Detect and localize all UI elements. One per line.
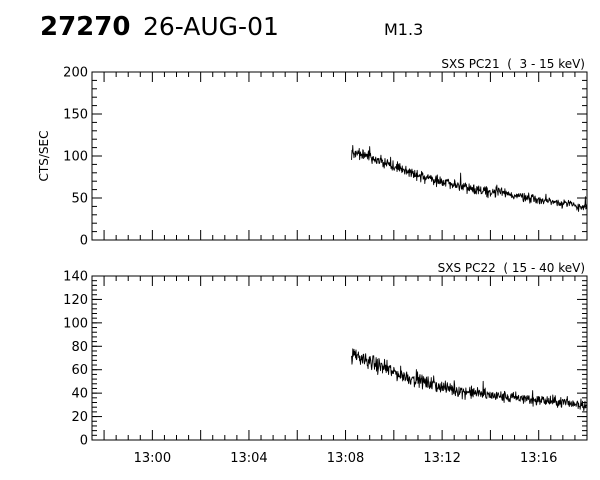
x-tick-label: 13:08 bbox=[327, 451, 364, 466]
x-tick-label: 13:12 bbox=[423, 451, 460, 466]
y-tick-label: 150 bbox=[63, 108, 88, 123]
y-tick-label: 0 bbox=[80, 434, 88, 449]
panel-1: SXS PC21 ( 3 - 15 keV) CTS/SEC 0 50 100 150 20… bbox=[37, 57, 588, 249]
plot-frame bbox=[91, 275, 588, 441]
y-tick-label: 120 bbox=[63, 293, 88, 308]
panel-title: SXS PC21 ( 3 - 15 keV) bbox=[441, 57, 585, 71]
x-tick-label: 13:04 bbox=[230, 451, 267, 466]
panel-title: SXS PC22 ( 15 - 40 keV) bbox=[438, 261, 585, 275]
y-tick-label: 0 bbox=[80, 234, 88, 249]
series-line-pc21 bbox=[351, 145, 588, 212]
y-tick-label: 50 bbox=[71, 192, 88, 207]
y-tick-label: 200 bbox=[63, 66, 88, 81]
y-axis-label: CTS/SEC bbox=[37, 131, 51, 182]
x-tick-label: 13:00 bbox=[134, 451, 171, 466]
series-line-pc22 bbox=[351, 348, 588, 412]
y-tick-label: 60 bbox=[71, 363, 88, 378]
y-tick-label: 20 bbox=[71, 410, 88, 425]
x-tick-label: 13:16 bbox=[520, 451, 557, 466]
y-tick-label: 100 bbox=[63, 316, 88, 331]
y-tick-label: 100 bbox=[63, 150, 88, 165]
y-tick-label: 80 bbox=[71, 340, 88, 355]
event-date: 26-AUG-01 bbox=[143, 12, 279, 41]
plot-header: 27270 26-AUG-01 M1.3 bbox=[0, 0, 600, 60]
y-tick-label: 40 bbox=[71, 387, 88, 402]
flare-class: M1.3 bbox=[384, 20, 424, 39]
event-number: 27270 bbox=[40, 12, 131, 42]
panel-2: SXS PC22 ( 15 - 40 keV) 0 20 40 60 80 100 120 14… bbox=[63, 261, 588, 466]
plot-frame bbox=[91, 71, 588, 241]
y-tick-label: 140 bbox=[63, 270, 88, 285]
